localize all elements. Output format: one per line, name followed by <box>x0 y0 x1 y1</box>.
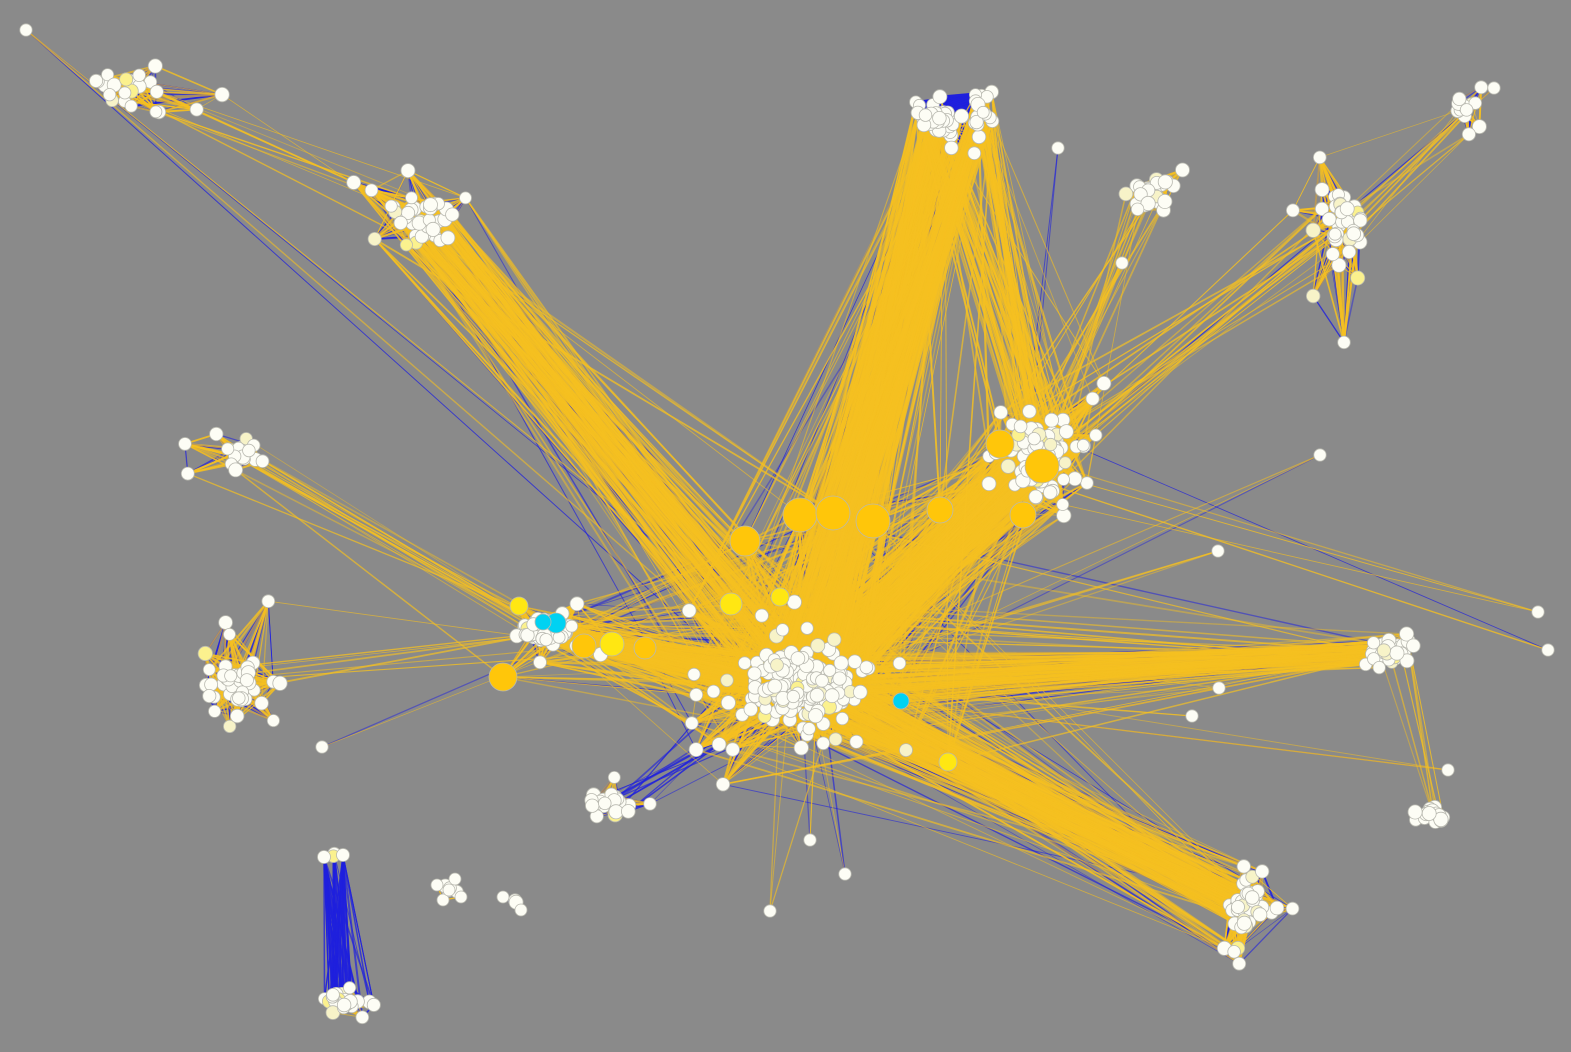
graph-edge <box>323 854 344 999</box>
graph-edge <box>154 65 223 96</box>
graph-edge <box>253 601 269 691</box>
graph-edge <box>342 854 351 988</box>
graph-edge <box>1312 295 1345 343</box>
graph-edge <box>267 601 274 682</box>
graph-edge <box>799 514 1402 650</box>
graph-edge <box>323 856 335 1007</box>
graph-edge <box>604 713 810 804</box>
graph-edge <box>1238 908 1293 965</box>
graph-edge <box>335 854 344 995</box>
graph-edge <box>772 718 1235 953</box>
graph-edge <box>407 169 466 199</box>
graph-edge <box>323 856 326 999</box>
graph-edge <box>342 854 371 1003</box>
graph-edge <box>342 854 364 1018</box>
graph-edge <box>328 854 344 1002</box>
